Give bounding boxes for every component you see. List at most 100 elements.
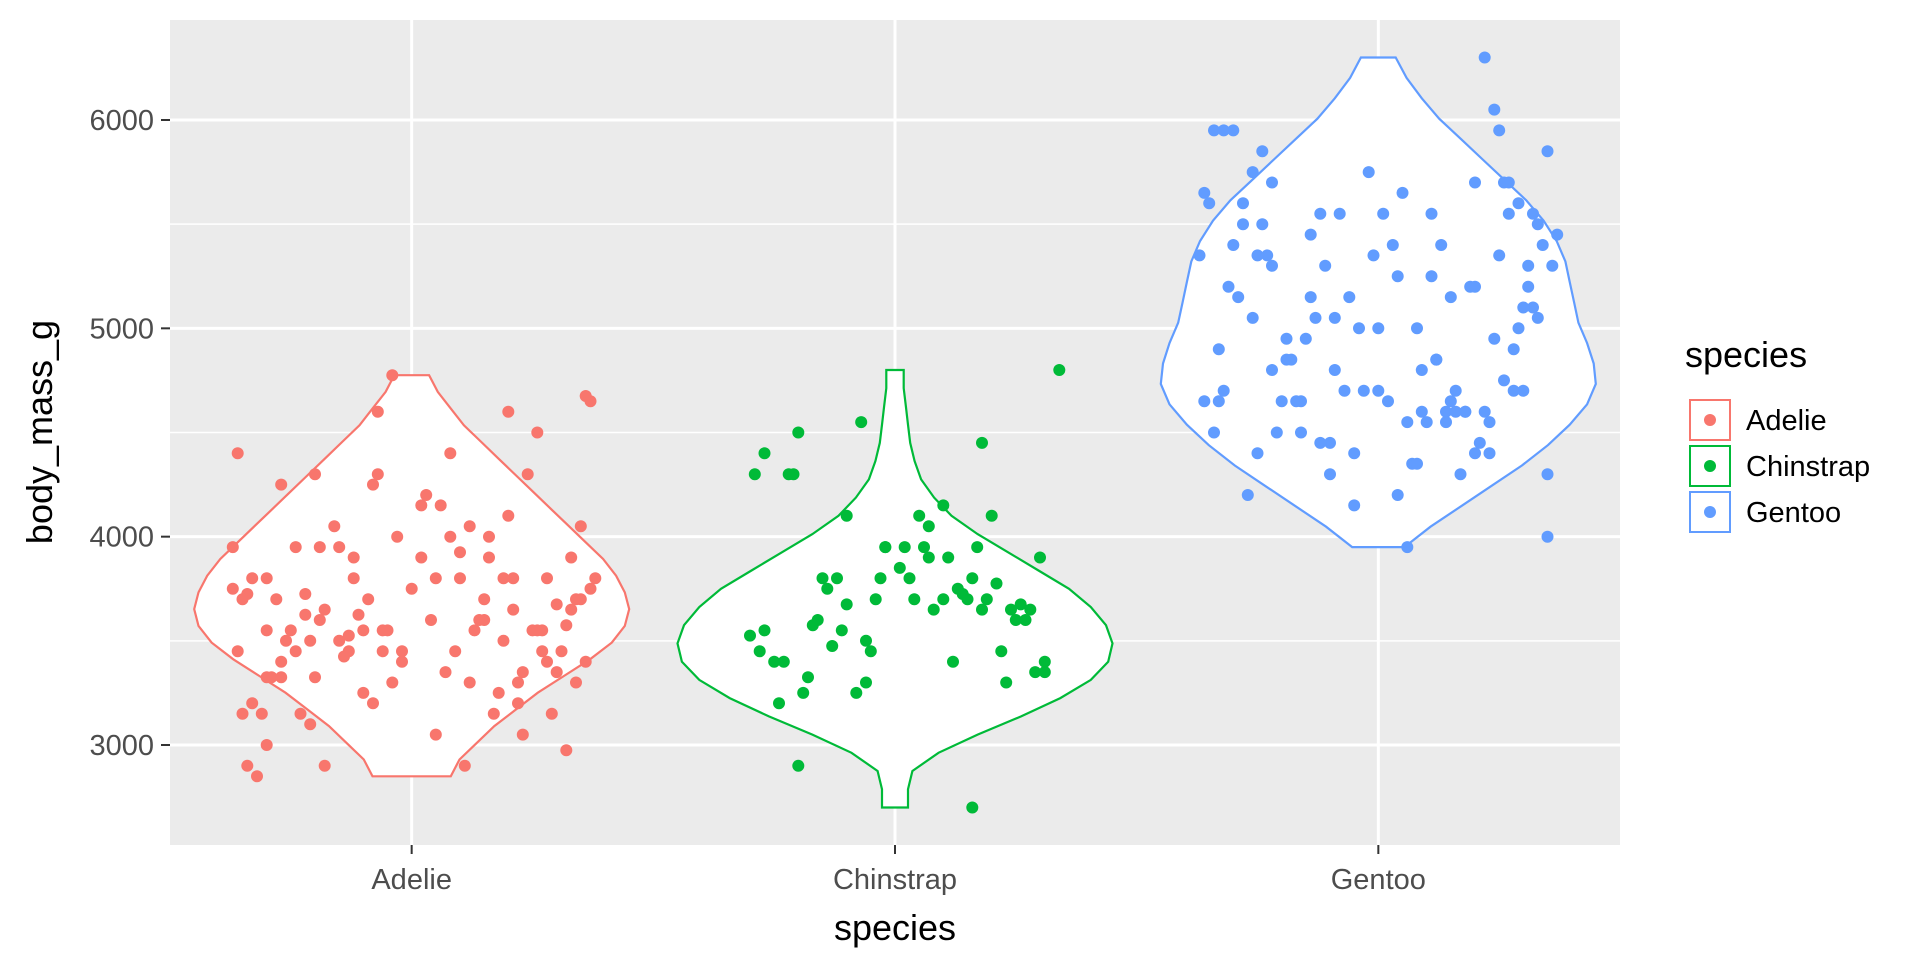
point-adelie: [226, 541, 239, 554]
point-adelie: [463, 520, 476, 533]
point-chinstrap: [922, 520, 935, 533]
point-adelie: [313, 541, 326, 554]
point-adelie: [289, 645, 302, 658]
point-gentoo: [1531, 218, 1544, 231]
point-gentoo: [1430, 353, 1443, 366]
legend-label-gentoo: Gentoo: [1746, 497, 1841, 529]
point-chinstrap: [840, 598, 853, 611]
point-adelie: [497, 572, 510, 585]
point-gentoo: [1299, 332, 1312, 345]
point-adelie: [570, 676, 582, 689]
y-tick-label: 3000: [89, 730, 154, 762]
point-gentoo: [1541, 530, 1554, 543]
point-gentoo: [1251, 249, 1264, 262]
point-adelie: [483, 551, 495, 564]
point-gentoo: [1536, 239, 1549, 251]
point-gentoo: [1304, 228, 1317, 241]
point-adelie: [280, 634, 292, 647]
point-chinstrap: [990, 577, 1003, 590]
point-gentoo: [1237, 197, 1249, 210]
point-adelie: [241, 759, 254, 772]
point-gentoo: [1507, 343, 1520, 356]
point-adelie: [565, 603, 578, 616]
point-adelie: [405, 582, 418, 595]
point-gentoo: [1469, 280, 1481, 293]
point-gentoo: [1261, 249, 1274, 262]
point-adelie: [478, 593, 491, 606]
point-adelie: [313, 614, 326, 626]
point-gentoo: [1493, 249, 1506, 262]
point-gentoo: [1266, 176, 1278, 189]
point-adelie: [439, 666, 452, 679]
point-gentoo: [1217, 384, 1230, 397]
point-chinstrap: [1053, 364, 1066, 376]
point-adelie: [371, 405, 384, 418]
point-adelie: [371, 468, 384, 481]
point-adelie: [550, 598, 563, 611]
point-gentoo: [1290, 395, 1303, 408]
point-chinstrap: [748, 468, 761, 481]
point-adelie: [367, 478, 379, 491]
point-adelie: [541, 655, 553, 668]
point-adelie: [473, 614, 486, 626]
point-gentoo: [1541, 145, 1554, 158]
point-gentoo: [1459, 405, 1472, 418]
point-layer: [226, 51, 1564, 814]
point-chinstrap: [768, 655, 781, 668]
point-chinstrap: [874, 572, 887, 585]
point-adelie: [458, 759, 471, 772]
point-chinstrap: [1000, 676, 1013, 689]
point-gentoo: [1483, 447, 1496, 460]
y-tick-label: 5000: [89, 313, 154, 345]
point-adelie: [304, 718, 317, 731]
x-tick-label: Gentoo: [1331, 864, 1426, 896]
point-adelie: [420, 489, 433, 501]
point-adelie: [231, 447, 244, 460]
point-adelie: [483, 530, 495, 543]
point-gentoo: [1227, 124, 1240, 137]
point-gentoo: [1391, 270, 1404, 283]
point-gentoo: [1401, 416, 1414, 429]
point-gentoo: [1483, 416, 1496, 429]
point-adelie: [299, 588, 312, 600]
point-chinstrap: [1038, 666, 1051, 679]
point-adelie: [497, 634, 510, 647]
point-chinstrap: [840, 509, 853, 522]
point-gentoo: [1343, 291, 1356, 304]
point-gentoo: [1522, 280, 1535, 293]
point-adelie: [555, 645, 568, 658]
point-chinstrap: [1034, 551, 1046, 564]
point-adelie: [260, 572, 273, 585]
point-adelie: [463, 676, 476, 689]
violin-chinstrap: [676, 368, 1114, 809]
point-gentoo: [1212, 395, 1225, 408]
point-gentoo: [1217, 124, 1230, 137]
point-chinstrap: [947, 655, 959, 668]
point-chinstrap: [1029, 666, 1042, 679]
point-gentoo: [1246, 311, 1259, 324]
legend: species Adelie Chinstrap Gentoo: [1685, 334, 1870, 533]
point-gentoo: [1338, 384, 1351, 397]
point-adelie: [347, 572, 360, 585]
point-adelie: [255, 707, 268, 720]
point-gentoo: [1232, 291, 1245, 304]
point-chinstrap: [918, 541, 930, 554]
point-adelie: [492, 686, 505, 699]
x-axis-title: species: [834, 907, 956, 948]
point-chinstrap: [753, 645, 766, 658]
point-adelie: [309, 468, 321, 481]
point-gentoo: [1295, 426, 1307, 439]
point-adelie: [275, 655, 288, 668]
x-tick-label: Adelie: [371, 864, 452, 896]
point-chinstrap: [1009, 614, 1022, 626]
point-gentoo: [1222, 280, 1235, 293]
point-adelie: [362, 593, 375, 606]
point-adelie: [550, 666, 563, 679]
point-gentoo: [1435, 239, 1448, 251]
point-adelie: [589, 572, 602, 585]
point-gentoo: [1401, 541, 1414, 554]
point-gentoo: [1256, 218, 1269, 231]
point-adelie: [328, 520, 341, 533]
point-gentoo: [1314, 207, 1327, 220]
